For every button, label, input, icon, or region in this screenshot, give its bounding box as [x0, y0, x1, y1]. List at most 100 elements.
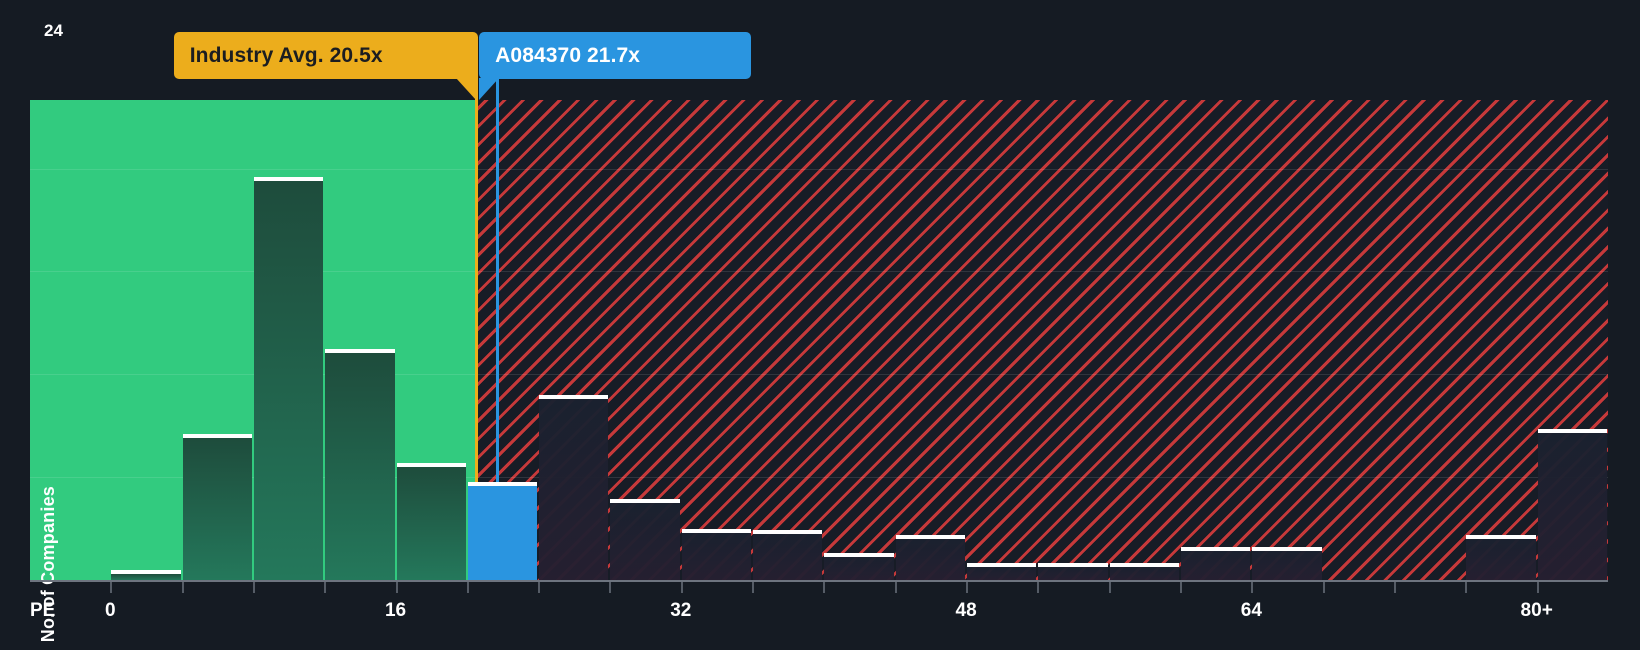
x-axis-tick	[395, 582, 398, 593]
bar-cap	[1252, 547, 1322, 552]
x-axis-line	[30, 580, 1608, 582]
bar-body	[539, 398, 609, 580]
bar[interactable]	[610, 499, 680, 580]
bar-cap	[253, 177, 324, 182]
bar-body	[1038, 566, 1108, 580]
x-axis-tick	[609, 582, 612, 593]
bar[interactable]	[967, 562, 1037, 580]
x-axis-tick	[538, 582, 541, 593]
bar-body	[1466, 539, 1536, 580]
x-axis-tick	[466, 582, 469, 593]
bar[interactable]	[1109, 562, 1180, 580]
industry-average-callout-label: Industry Avg. 20.5x	[189, 43, 383, 67]
bar-body	[1537, 433, 1607, 580]
bar[interactable]	[396, 463, 466, 580]
x-axis-tick	[894, 582, 897, 593]
gridline-18	[30, 271, 1608, 273]
x-axis-label-0: 0	[104, 600, 116, 621]
bar-cap	[824, 552, 894, 557]
bar-cap	[1038, 562, 1108, 567]
bar-cap	[539, 394, 609, 399]
x-axis-tick	[1322, 582, 1325, 593]
x-axis-tick	[181, 582, 184, 593]
bar[interactable]	[1181, 547, 1251, 580]
bar[interactable]	[681, 528, 752, 580]
bar-cap	[182, 434, 252, 439]
x-axis-tick	[1108, 582, 1111, 593]
company-pe-callout-tail	[479, 78, 500, 100]
bar[interactable]	[182, 434, 252, 580]
bar[interactable]	[539, 394, 609, 580]
x-axis-label-16: 16	[384, 600, 407, 621]
bar-body	[681, 532, 752, 580]
bar-cap	[610, 499, 680, 504]
bar-body	[396, 467, 466, 580]
bar-cap	[681, 528, 752, 533]
x-axis-tick	[1394, 582, 1397, 593]
bar-body	[111, 573, 181, 580]
bar[interactable]	[1466, 535, 1536, 580]
bar-cap	[1466, 535, 1536, 540]
x-axis-tick	[324, 582, 327, 593]
x-axis-label-32: 32	[670, 600, 692, 621]
bar-body	[325, 352, 395, 580]
company-pe-leader-line	[496, 72, 500, 483]
bar[interactable]	[753, 530, 823, 580]
bar-cap	[325, 348, 395, 353]
bar-body	[753, 534, 823, 580]
bar-body	[967, 566, 1037, 580]
company-pe-callout[interactable]: A084370 21.7x	[479, 32, 752, 79]
x-axis-label-64: 64	[1240, 600, 1262, 621]
bar-selected-company[interactable]	[467, 482, 538, 580]
x-axis-tick	[752, 582, 755, 593]
bar-body	[610, 503, 680, 580]
industry-average-leader-line	[474, 72, 478, 483]
bar-body	[895, 539, 966, 580]
bar-cap	[111, 569, 181, 574]
overvalued-zone	[475, 100, 1608, 580]
bar[interactable]	[895, 535, 966, 580]
bar-cap	[967, 562, 1037, 567]
bar[interactable]	[253, 177, 324, 580]
x-axis-label-80+: 80+	[1520, 600, 1553, 621]
y-axis-top-value: 24	[44, 21, 63, 40]
bar[interactable]	[1252, 547, 1322, 580]
bar[interactable]	[325, 348, 395, 580]
x-axis-tick	[252, 582, 255, 593]
bar-cap	[1109, 562, 1180, 567]
bar[interactable]	[1537, 429, 1607, 580]
bar[interactable]	[824, 552, 894, 580]
x-axis-tick	[680, 582, 683, 593]
plot-area	[30, 100, 1608, 580]
bar-cap	[753, 530, 823, 535]
x-axis-tick	[1536, 582, 1539, 593]
bar-body	[824, 556, 894, 580]
gridline-24	[30, 168, 1608, 170]
x-axis-tick	[110, 582, 113, 593]
gridline-12	[30, 374, 1608, 376]
bar-cap	[895, 535, 966, 540]
gridline-6	[30, 477, 1608, 479]
company-pe-callout-label: A084370 21.7x	[495, 43, 641, 67]
x-axis-tick	[966, 582, 969, 593]
bar-body	[1181, 551, 1251, 580]
x-axis-tick	[1037, 582, 1040, 593]
bar-body	[1109, 566, 1180, 580]
bar[interactable]	[1038, 562, 1108, 580]
industry-average-callout[interactable]: Industry Avg. 20.5x	[173, 32, 478, 79]
x-axis-label-48: 48	[955, 600, 977, 621]
x-axis-tick	[1180, 582, 1183, 593]
bar-cap	[396, 463, 466, 468]
industry-average-callout-tail	[455, 78, 476, 100]
bar-cap	[467, 482, 538, 487]
bar-body	[182, 438, 252, 580]
bar-cap	[1181, 547, 1251, 552]
bar-body	[253, 181, 324, 580]
x-axis-prefix-label: PE	[30, 600, 56, 621]
bar-body	[467, 486, 538, 580]
x-axis-tick	[823, 582, 826, 593]
x-axis-tick	[1251, 582, 1254, 593]
bar[interactable]	[111, 569, 181, 580]
bar-body	[1252, 551, 1322, 580]
